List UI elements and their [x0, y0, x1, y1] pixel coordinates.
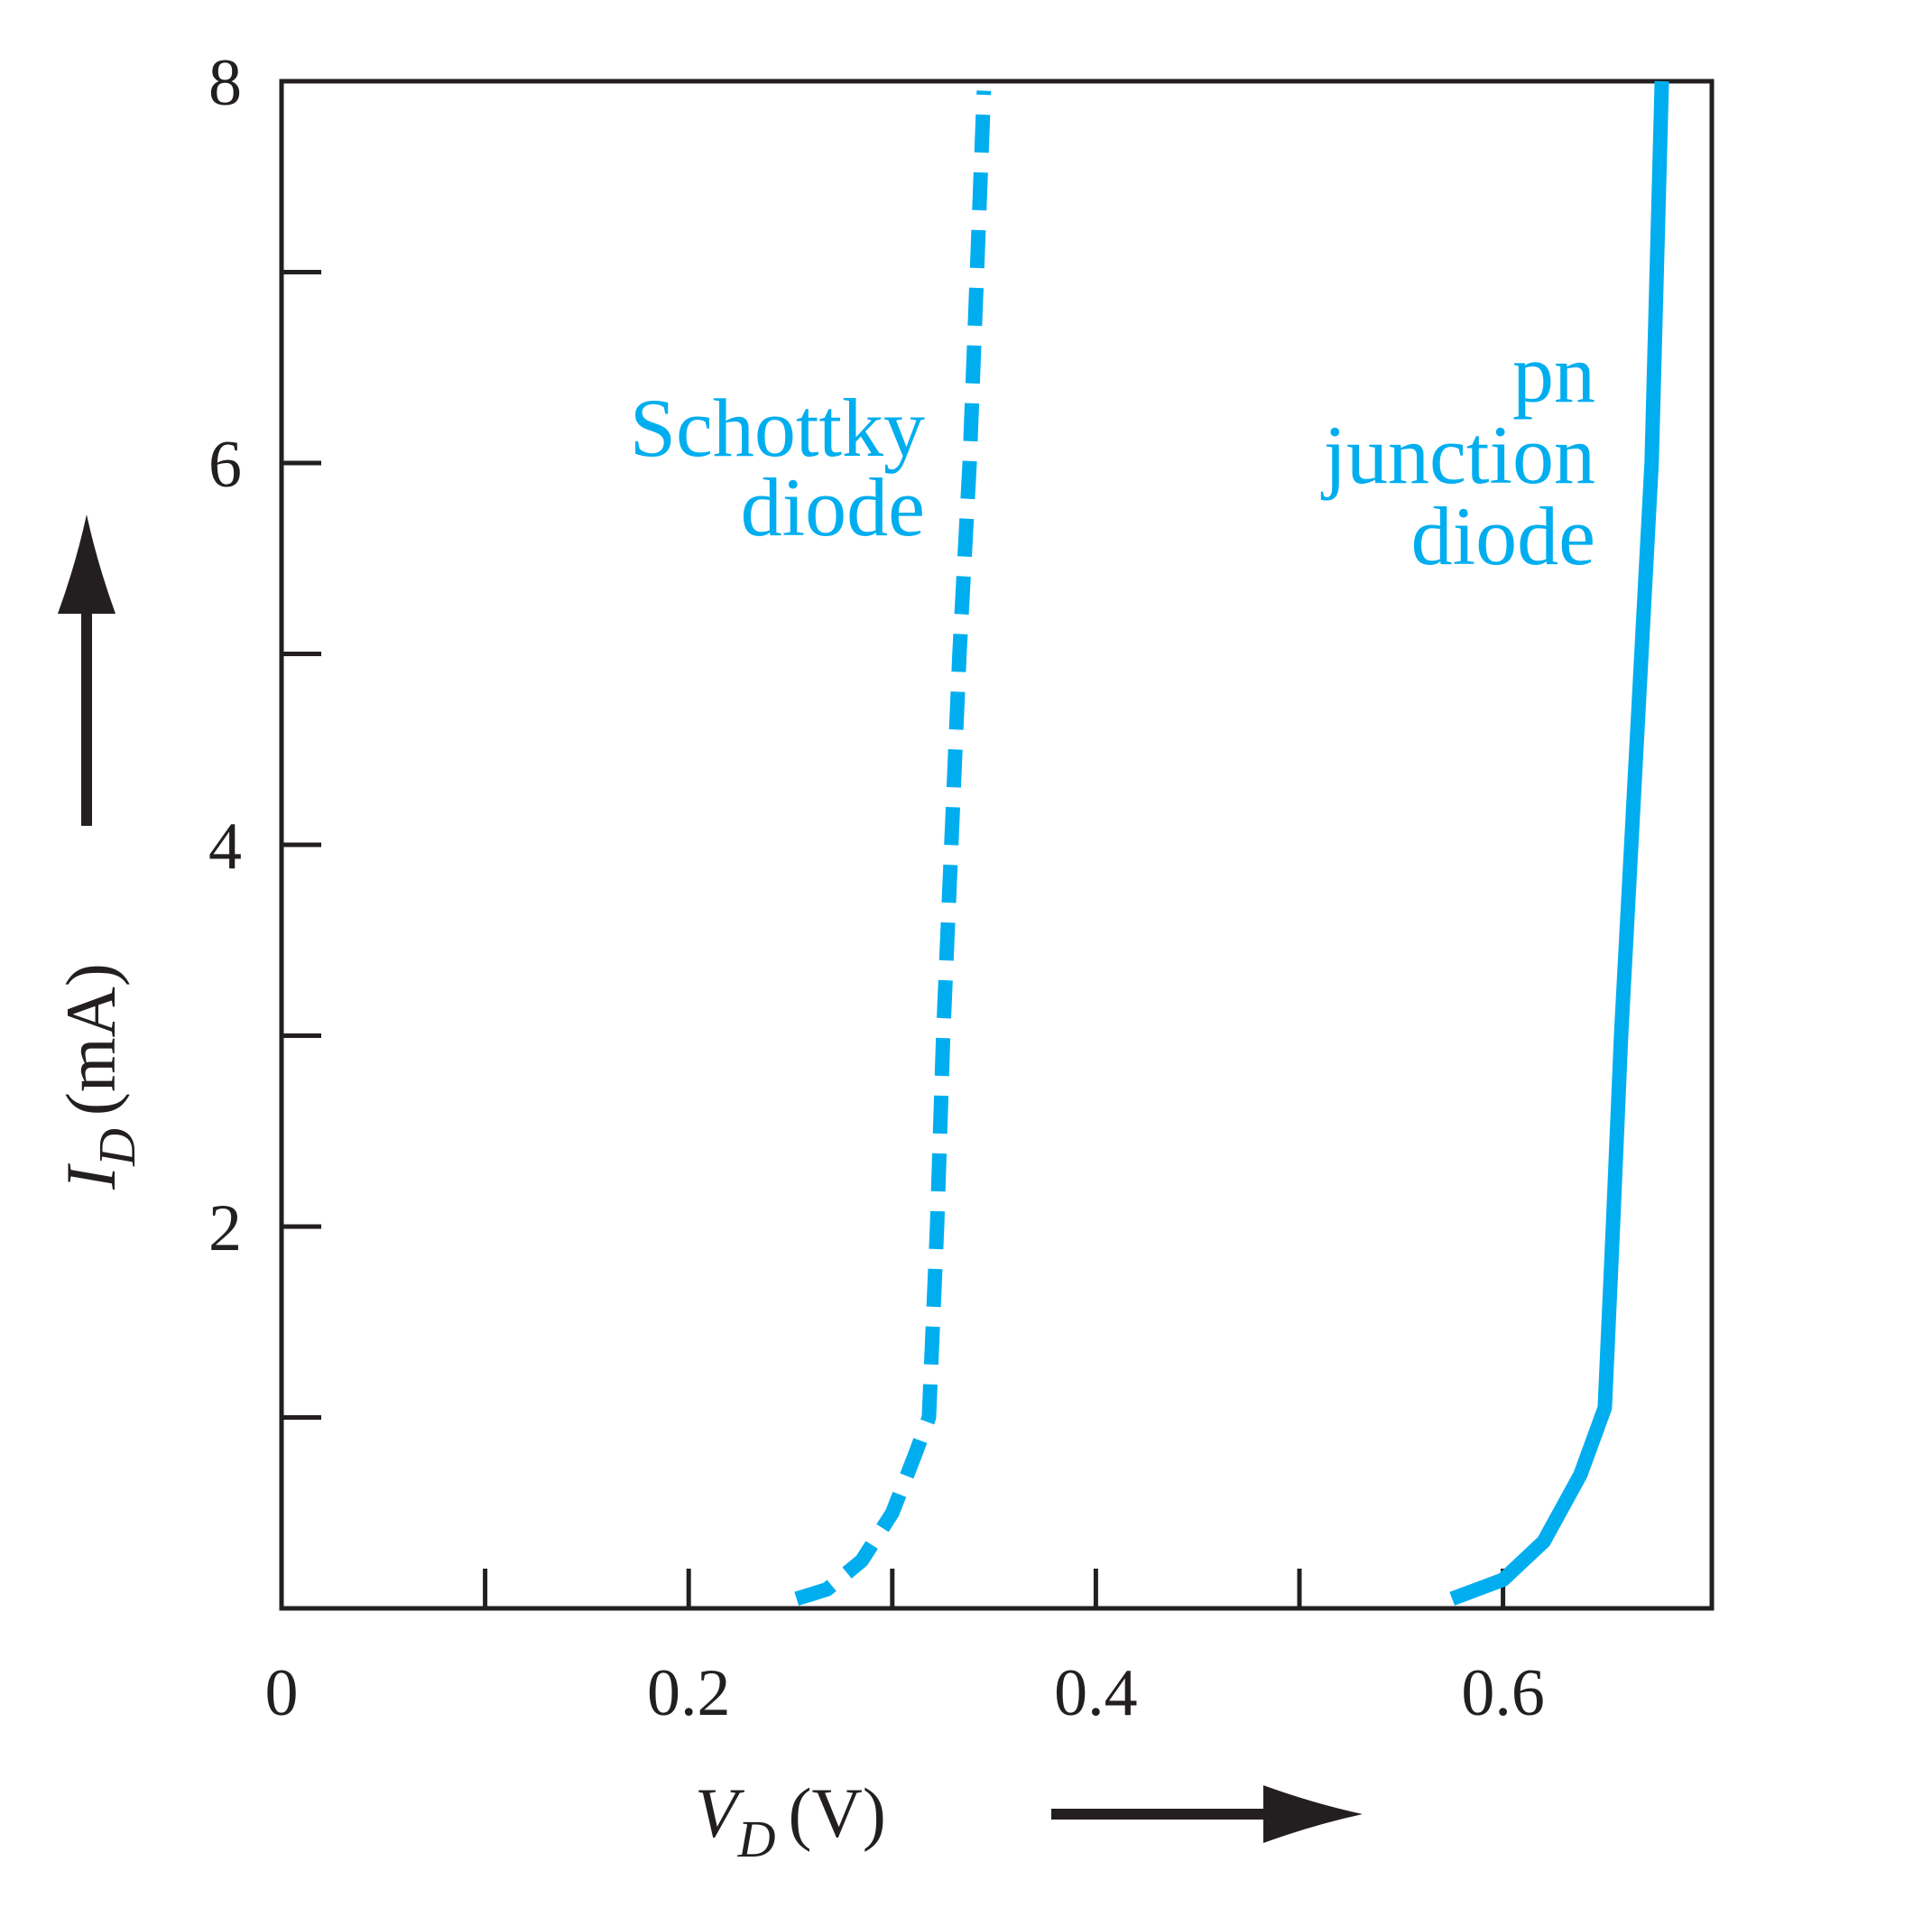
x-tick-label: 0.6 — [1461, 1656, 1545, 1730]
y-tick-label: 8 — [208, 46, 242, 120]
y-axis-arrow — [58, 514, 116, 826]
x-tick-label: 0.2 — [647, 1656, 731, 1730]
x-tick-label: 0.4 — [1054, 1656, 1138, 1730]
series-label-line: Schottky — [630, 382, 925, 474]
series-label-line: diode — [1411, 490, 1595, 582]
svg-text:VD(V): VD (V) — [695, 1774, 886, 1868]
series-label-line: diode — [741, 461, 925, 553]
x-axis-unit: (V) — [789, 1774, 886, 1852]
series-curves — [794, 80, 1669, 1607]
y-tick-label: 2 — [208, 1191, 242, 1265]
x-axis-subscript: D — [737, 1810, 776, 1868]
y-tick-label: 4 — [208, 810, 242, 884]
plot-border — [279, 79, 1715, 1611]
series-label-line: pn — [1512, 328, 1595, 420]
axis-tick-labels: 0 0.2 0.4 0.6 2 4 6 8 — [208, 46, 1545, 1730]
y-tick-label: 6 — [208, 428, 242, 502]
x-axis-label: VD (V) — [695, 1774, 886, 1868]
plot-frame — [279, 79, 1715, 1611]
x-axis-arrow — [1051, 1785, 1363, 1843]
schottky-curve — [794, 90, 992, 1607]
pn-junction-label: pn junction diode — [1320, 328, 1595, 582]
svg-text:ID(mA): ID (mA) — [51, 963, 146, 1190]
series-label-line: junction — [1320, 409, 1595, 501]
axis-ticks — [282, 270, 1506, 1608]
x-tick-label: 0 — [265, 1656, 299, 1730]
y-axis-label: ID (mA) — [51, 963, 146, 1190]
x-axis-symbol: V — [695, 1774, 745, 1852]
y-axis-subscript: D — [88, 1128, 146, 1167]
pn-junction-curve — [1449, 80, 1669, 1606]
schottky-label: Schottky diode — [630, 382, 925, 553]
y-axis-symbol: I — [51, 1162, 130, 1190]
y-axis-unit: (mA) — [51, 963, 130, 1116]
